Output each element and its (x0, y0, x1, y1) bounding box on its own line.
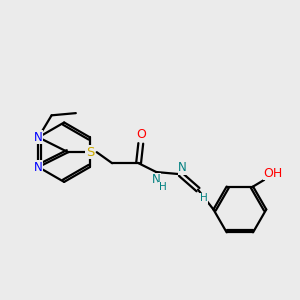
Text: OH: OH (263, 167, 283, 180)
Text: N: N (178, 161, 187, 174)
Text: N: N (152, 173, 161, 186)
Text: N: N (34, 131, 43, 144)
Text: S: S (86, 146, 94, 159)
Text: N: N (34, 160, 43, 174)
Text: H: H (200, 194, 207, 203)
Text: H: H (159, 182, 167, 192)
Text: O: O (136, 128, 146, 141)
